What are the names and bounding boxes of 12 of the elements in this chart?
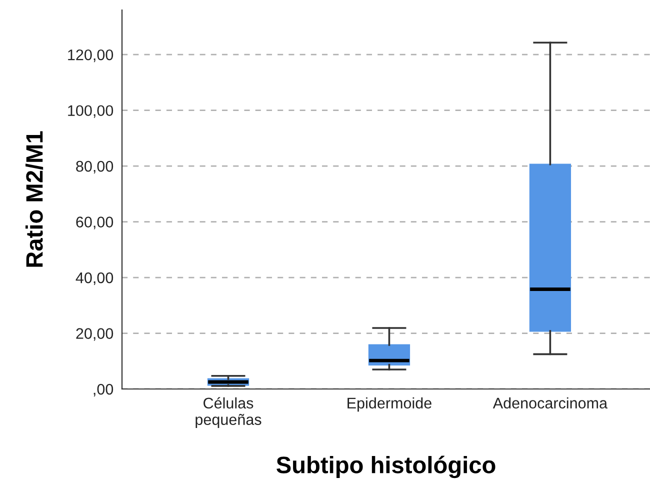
x-tick-label: Adenocarcinoma [492, 397, 608, 409]
y-tick-label: 120,00 [68, 49, 114, 62]
x-tick-label: Células pequeñas [196, 397, 262, 428]
x-tick-label: Epidermoide [348, 397, 432, 412]
x-axis-title: Subtipo histológico [276, 456, 496, 478]
y-tick-label: 40,00 [76, 272, 114, 286]
y-tick-label: 60,00 [76, 216, 114, 230]
y-tick-label: ,00 [94, 384, 114, 396]
y-axis-title: Ratio M2/M1 [25, 131, 44, 267]
y-tick-label: 20,00 [76, 328, 114, 341]
y-tick-label: 100,00 [68, 105, 114, 118]
y-tick-label: 80,00 [76, 160, 114, 174]
